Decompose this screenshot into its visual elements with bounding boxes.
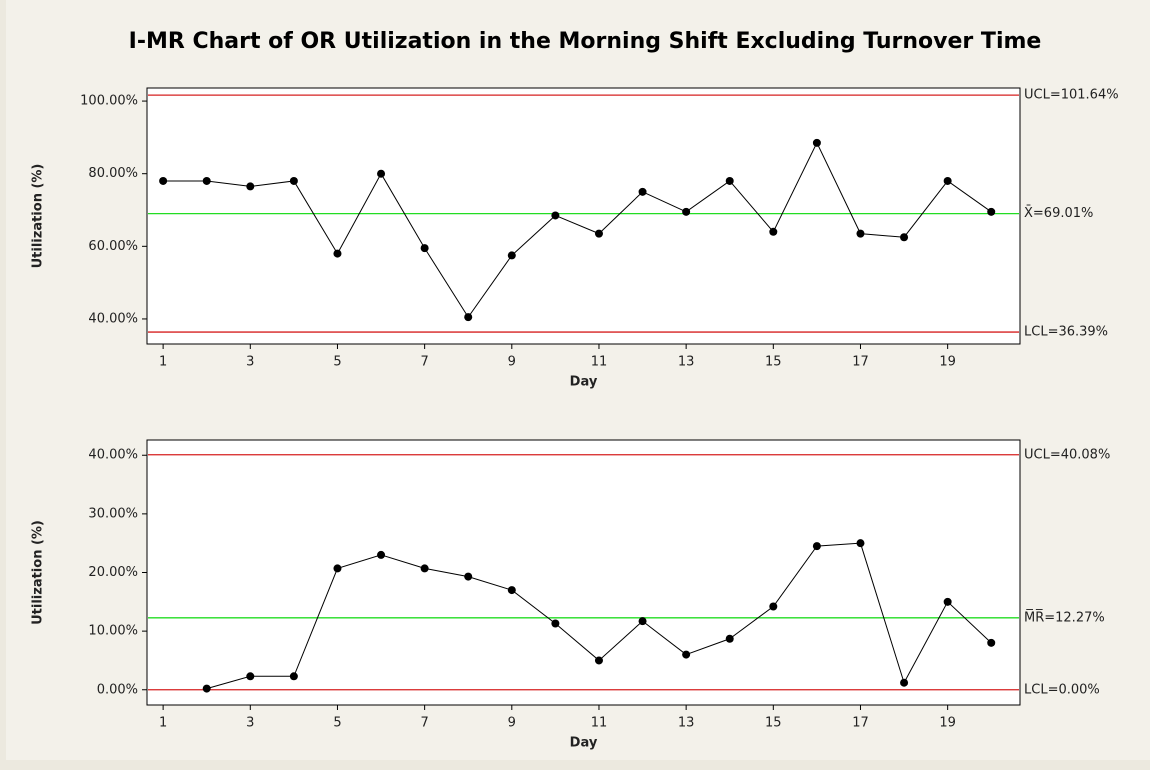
- series-line: [163, 141, 992, 319]
- y-axis-label: Utilization (%): [31, 520, 46, 625]
- data-point: [900, 678, 909, 687]
- x-tick-label: 11: [591, 716, 608, 731]
- data-point: [638, 617, 647, 626]
- data-point: [420, 244, 429, 253]
- data-point: [812, 138, 821, 147]
- x-axis-label: Day: [570, 736, 598, 751]
- chart-title: I-MR Chart of OR Utilization in the Morn…: [129, 29, 1042, 54]
- y-axis-label: Utilization (%): [31, 164, 46, 269]
- x-tick-label: 7: [420, 355, 428, 370]
- x-tick-label: 19: [939, 716, 956, 731]
- data-point: [202, 176, 211, 185]
- x-tick-label: 1: [159, 355, 167, 370]
- x-axis-label: Day: [570, 375, 598, 390]
- data-point: [289, 176, 298, 185]
- control-limit-label: UCL=101.64%: [1024, 88, 1119, 103]
- x-tick-label: 17: [852, 716, 869, 731]
- x-tick-label: 9: [508, 355, 516, 370]
- y-tick-label: 60.00%: [88, 239, 138, 254]
- x-tick-label: 5: [333, 355, 341, 370]
- data-point: [507, 251, 516, 260]
- data-point: [333, 249, 342, 258]
- data-point: [769, 602, 778, 611]
- data-point: [551, 619, 560, 628]
- data-point: [856, 229, 865, 238]
- data-point: [987, 638, 996, 647]
- control-limit-label: LCL=0.00%: [1024, 682, 1100, 697]
- x-tick-label: 19: [939, 355, 956, 370]
- data-point: [246, 672, 255, 681]
- y-tick-label: 40.00%: [88, 311, 138, 326]
- data-point: [289, 672, 298, 681]
- x-tick-label: 1: [159, 716, 167, 731]
- x-tick-label: 7: [420, 716, 428, 731]
- data-point: [725, 176, 734, 185]
- y-tick-label: 10.00%: [88, 624, 138, 639]
- data-point: [987, 207, 996, 216]
- x-tick-label: 15: [765, 355, 782, 370]
- data-point: [594, 656, 603, 665]
- x-tick-label: 13: [678, 716, 695, 731]
- control-limit-label: X̄=69.01%: [1024, 206, 1093, 221]
- data-point: [725, 634, 734, 643]
- x-tick-label: 3: [246, 355, 254, 370]
- control-limit-label: UCL=40.08%: [1024, 447, 1110, 462]
- plot-area: [146, 87, 1021, 345]
- data-point: [812, 542, 821, 551]
- data-point: [159, 176, 168, 185]
- data-point: [594, 229, 603, 238]
- control-limit-label: M̅R̅=12.27%: [1024, 609, 1105, 625]
- y-tick-label: 80.00%: [88, 166, 138, 181]
- y-tick-label: 20.00%: [88, 565, 138, 580]
- control-limit-label: LCL=36.39%: [1024, 325, 1108, 340]
- x-tick-label: 17: [852, 355, 869, 370]
- data-point: [769, 227, 778, 236]
- data-point: [682, 650, 691, 659]
- data-point: [682, 207, 691, 216]
- x-tick-label: 11: [591, 355, 608, 370]
- data-point: [377, 550, 386, 559]
- x-tick-label: 13: [678, 355, 695, 370]
- data-point: [943, 176, 952, 185]
- x-tick-label: 15: [765, 716, 782, 731]
- y-tick-label: 30.00%: [88, 506, 138, 521]
- data-point: [507, 586, 516, 595]
- y-tick-label: 0.00%: [97, 682, 138, 697]
- data-point: [377, 169, 386, 178]
- data-point: [900, 233, 909, 242]
- y-tick-label: 40.00%: [88, 448, 138, 463]
- data-point: [202, 684, 211, 693]
- data-point: [464, 313, 473, 322]
- data-point: [246, 182, 255, 191]
- data-point: [638, 187, 647, 196]
- data-point: [420, 564, 429, 573]
- data-point: [464, 572, 473, 581]
- x-tick-label: 3: [246, 716, 254, 731]
- plot-area: [146, 439, 1021, 706]
- x-tick-label: 5: [333, 716, 341, 731]
- x-tick-label: 9: [508, 716, 516, 731]
- data-point: [551, 211, 560, 220]
- data-point: [856, 539, 865, 548]
- data-point: [333, 564, 342, 573]
- y-tick-label: 100.00%: [80, 94, 138, 109]
- data-point: [943, 597, 952, 606]
